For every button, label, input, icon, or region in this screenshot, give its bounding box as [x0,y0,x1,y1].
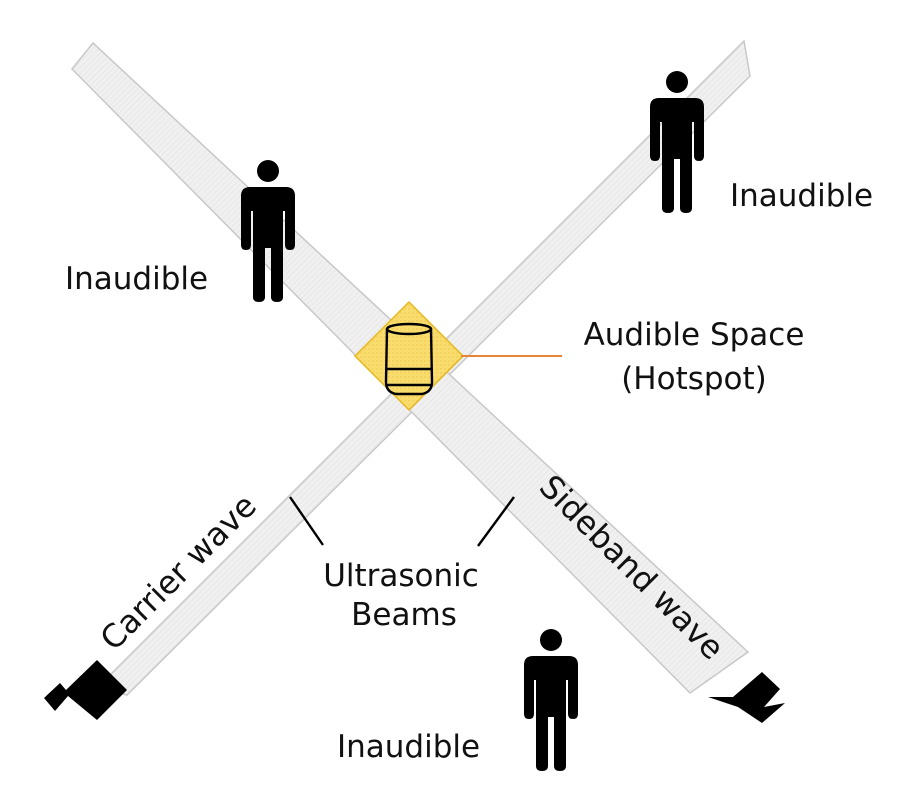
carrier-leader-line [289,496,324,546]
audible-space-label: Audible Space [584,317,805,353]
sideband-leader-line [477,496,515,547]
inaudible-label-left: Inaudible [65,261,208,297]
sideband-wave-label: Sideband wave [532,467,732,667]
hotspot-label: (Hotspot) [621,361,767,397]
beams-label: Beams [351,597,457,633]
inaudible-label-right: Inaudible [730,178,873,214]
smart-speaker-icon [384,322,434,396]
inaudible-label-bottom: Inaudible [337,729,480,765]
person-icon [524,629,578,771]
hotspot-region [353,300,465,412]
speaker-icon [708,672,785,723]
ultrasonic-beams-label: Ultrasonic [323,558,479,594]
speaker-icon [44,660,127,720]
